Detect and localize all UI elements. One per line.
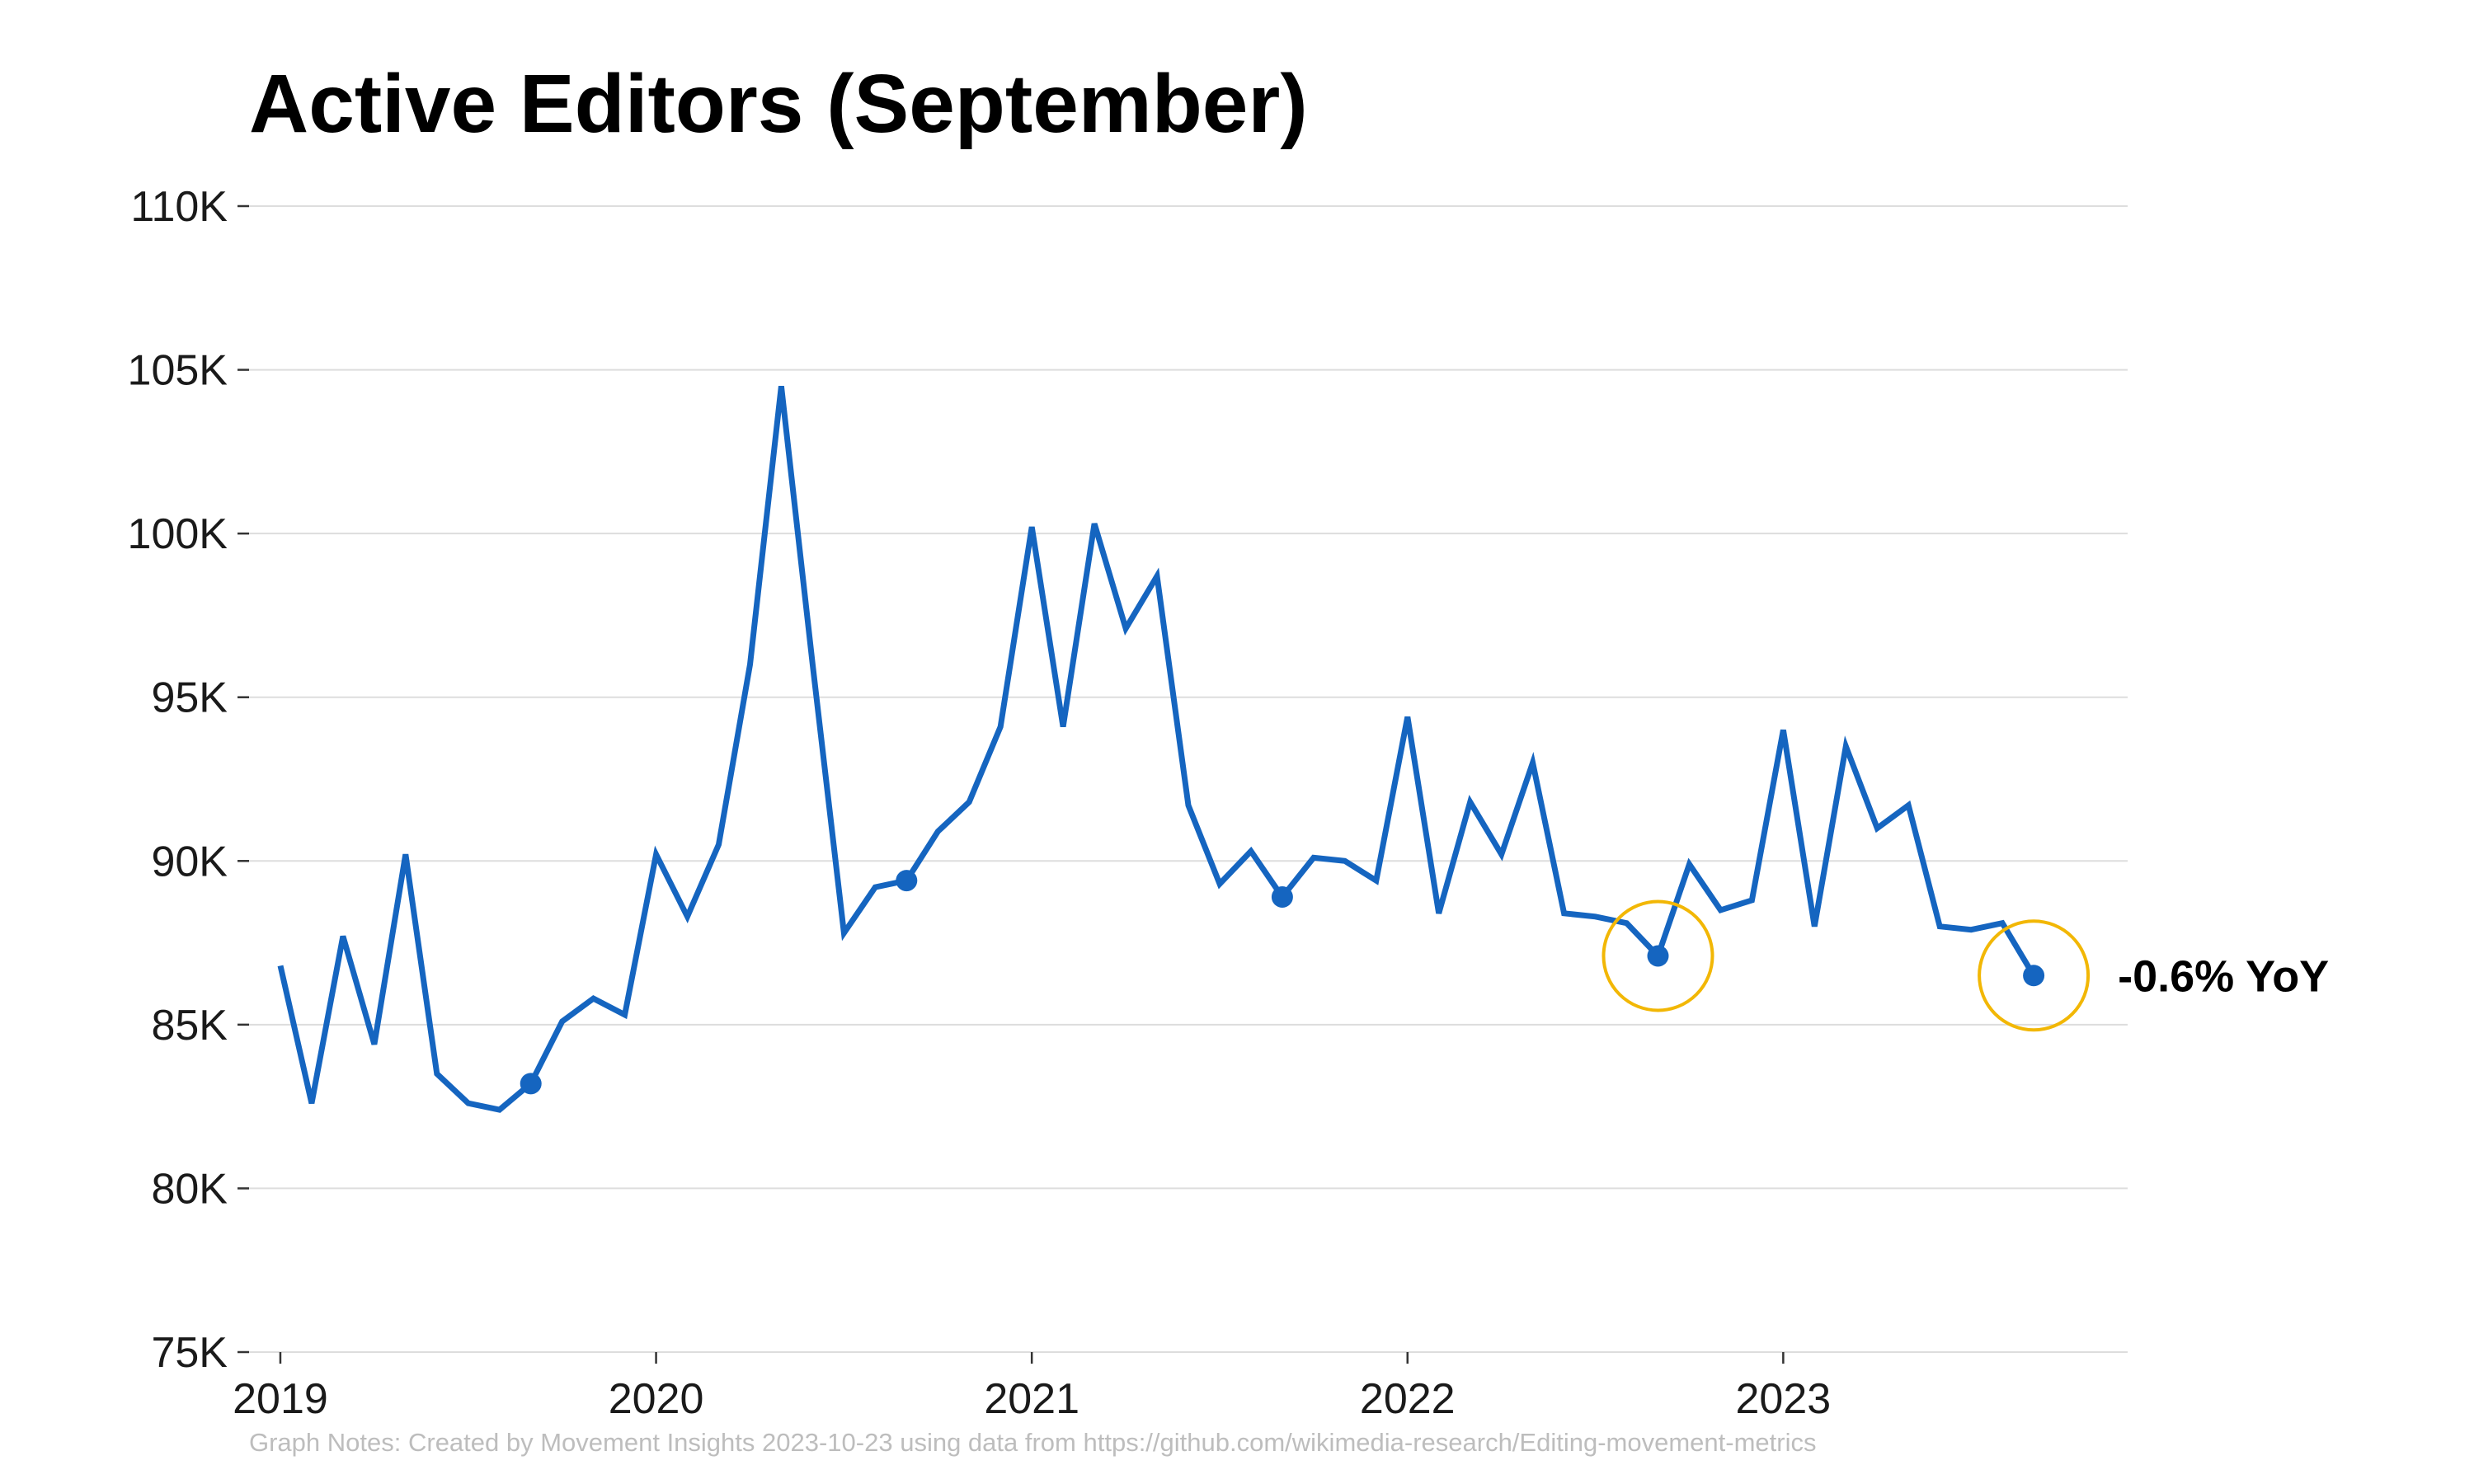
x-tick-label: 2023 xyxy=(1736,1375,1832,1423)
y-tick-label: 80K xyxy=(151,1165,228,1213)
gridlines xyxy=(249,205,2128,1353)
data-point-september xyxy=(1647,945,1669,967)
graph-notes: Graph Notes: Created by Movement Insight… xyxy=(249,1428,1816,1457)
y-axis: 75K 80K 85K 90K 95K 100K 105K 110K xyxy=(128,183,249,1377)
highlight-circle xyxy=(1978,919,2091,1032)
data-point-september xyxy=(1271,885,1293,908)
x-tick-label: 2021 xyxy=(984,1375,1079,1423)
data-point-september xyxy=(2023,965,2045,987)
highlight-circle xyxy=(1602,899,1714,1012)
y-tick-label: 90K xyxy=(151,838,228,885)
data-point-september xyxy=(896,870,918,892)
x-axis: 2019 2020 2021 2022 2023 xyxy=(233,1352,1831,1423)
annotation-layer: -0.6% YoY xyxy=(2118,951,2329,1001)
y-tick-label: 100K xyxy=(128,510,228,558)
yoy-annotation: -0.6% YoY xyxy=(2118,951,2329,1001)
x-tick-label: 2020 xyxy=(609,1375,704,1423)
y-tick-label: 75K xyxy=(151,1329,228,1377)
y-tick-label: 105K xyxy=(128,347,228,395)
highlight-layer xyxy=(1602,899,2091,1032)
data-point-september xyxy=(520,1073,542,1095)
series-line xyxy=(277,386,2037,1113)
y-tick-label: 85K xyxy=(151,1002,228,1050)
y-tick-label: 110K xyxy=(130,183,228,231)
chart-title: Active Editors (September) xyxy=(249,58,1308,150)
y-tick-label: 95K xyxy=(151,674,228,722)
x-tick-label: 2022 xyxy=(1360,1375,1456,1423)
x-tick-label: 2019 xyxy=(233,1375,328,1423)
series-layer xyxy=(277,386,2045,1113)
